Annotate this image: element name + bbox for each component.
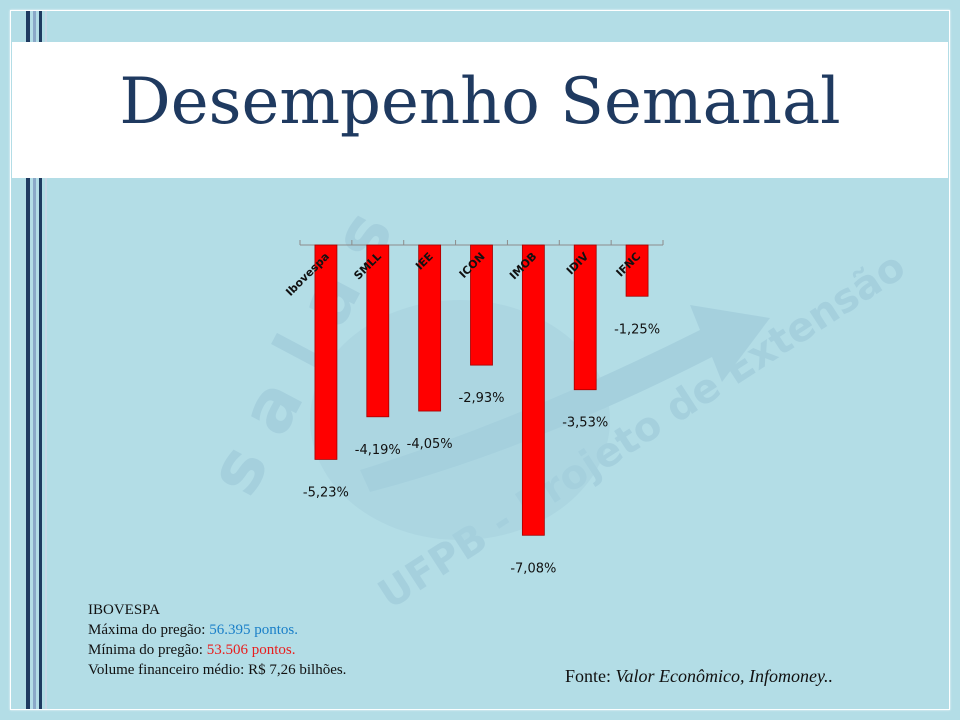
data-label: -5,23% [303, 485, 349, 500]
bar-idiv [573, 244, 597, 391]
data-label: -4,05% [407, 437, 453, 452]
bar-ibovespa [314, 244, 338, 460]
data-label: -4,19% [355, 443, 401, 458]
info-min-value: 53.506 pontos. [206, 642, 296, 658]
data-label: -2,93% [459, 391, 505, 406]
bar-ifnc [625, 244, 649, 297]
info-max-value: 56.395 pontos. [209, 622, 298, 638]
info-min-row: Mínima do pregão: 53.506 pontos. [88, 640, 346, 660]
source-label: Fonte: [565, 666, 616, 686]
info-max-label: Máxima do pregão: [88, 622, 210, 638]
accent-stripe [45, 10, 47, 710]
info-volume: Volume financeiro médio: R$ 7,26 bilhões… [88, 662, 347, 678]
info-max-row: Máxima do pregão: 56.395 pontos. [88, 620, 346, 640]
slide-title: Desempenho Semanal [119, 65, 841, 139]
accent-stripe [26, 10, 30, 710]
bar-imob [521, 244, 545, 536]
info-heading: IBOVESPA [88, 602, 160, 618]
data-label: -3,53% [562, 416, 608, 431]
source-value: Valor Econômico, Infomoney.. [615, 666, 833, 686]
accent-stripe [39, 10, 42, 710]
bar-smll [366, 244, 390, 418]
ibovespa-info: IBOVESPA Máxima do pregão: 56.395 pontos… [88, 600, 346, 680]
source-note: Fonte: Valor Econômico, Infomoney.. [565, 666, 833, 687]
title-band [12, 42, 948, 178]
bar-icon [470, 244, 493, 366]
data-label: -1,25% [614, 322, 660, 337]
slide-frame [10, 10, 950, 710]
bar-iee [418, 244, 442, 412]
data-label: -7,08% [510, 561, 556, 576]
info-min-label: Mínima do pregão: [88, 642, 207, 658]
accent-stripe [33, 10, 36, 710]
